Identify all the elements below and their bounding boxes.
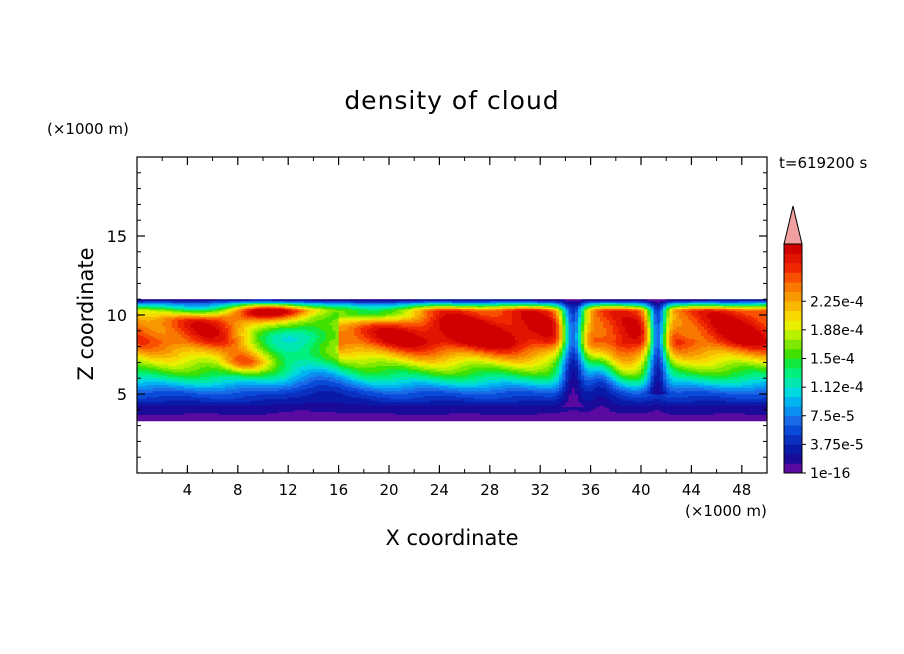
colorbar-swatch (784, 291, 802, 302)
colorbar-swatch (784, 444, 802, 455)
colorbar-swatch (784, 396, 802, 407)
y-tick-label: 5 (117, 385, 127, 404)
colorbar-swatch (784, 244, 802, 254)
x-tick-label: 20 (379, 481, 398, 499)
colorbar-label: 7.5e-5 (810, 409, 855, 425)
colorbar-swatch (784, 310, 802, 321)
colorbar-swatch (784, 282, 802, 293)
colorbar-swatch (784, 368, 802, 378)
colorbar-label: 3.75e-5 (810, 437, 864, 453)
colorbar-swatch (784, 329, 802, 340)
x-tick-label: 24 (430, 481, 449, 499)
y-tick-label: 15 (107, 227, 127, 246)
colorbar-label: 2.25e-4 (810, 294, 864, 310)
colorbar-swatch (784, 377, 802, 388)
colorbar-extend-arrow (783, 205, 803, 245)
colorbar-label: 1.12e-4 (810, 380, 864, 396)
colorbar-swatch (784, 348, 802, 359)
colorbar-swatch (784, 272, 802, 283)
colorbar-swatch (784, 415, 802, 426)
colorbar-swatch (784, 320, 802, 331)
time-label: t=619200 s (779, 154, 868, 172)
x-tick-label: 32 (531, 481, 550, 499)
x-tick-label: 36 (581, 481, 600, 499)
colorbar-swatch (784, 253, 802, 264)
y-axis-ticks: 5 10 15 (107, 172, 767, 458)
colorbar-swatch (784, 434, 802, 445)
x-axis-label-text: X coordinate (385, 526, 519, 550)
colorbar-swatch (784, 406, 802, 417)
x-tick-label: 8 (233, 481, 243, 499)
x-tick-label: 28 (480, 481, 499, 499)
colorbar-swatch (784, 387, 802, 397)
colorbar-swatch (784, 453, 802, 464)
cloud-density-field (137, 299, 767, 422)
x-tick-label: 4 (183, 481, 193, 499)
colorbar-label: 1.88e-4 (810, 323, 864, 339)
y-axis-label: Z coordinate (74, 247, 98, 381)
x-axis-label: X coordinate (0, 526, 904, 550)
y-axis-unit: (×1000 m) (47, 120, 129, 138)
colorbar-swatch (784, 263, 802, 273)
x-tick-label: 44 (682, 481, 701, 499)
x-tick-label: 48 (732, 481, 751, 499)
colorbar-swatch (784, 425, 802, 436)
x-axis-unit: (×1000 m) (685, 502, 767, 520)
colorbar-swatch (784, 463, 802, 474)
colorbar-label: 1e-16 (810, 466, 850, 482)
colorbar-swatch (784, 301, 802, 312)
colorbar-swatch (784, 339, 802, 350)
y-tick-label: 10 (107, 306, 127, 325)
x-tick-label: 12 (279, 481, 298, 499)
chart-title: density of cloud (344, 86, 560, 115)
colorbar-swatch (784, 358, 802, 369)
colorbar: 1e-16 3.75e-5 7.5e-5 1.12e-4 1.5e-4 1.88e-4 2.… (783, 205, 864, 482)
colorbar-label: 1.5e-4 (810, 352, 855, 368)
x-axis-ticks: 4 8 12 16 20 24 28 32 36 40 44 48 (161, 157, 751, 499)
x-tick-label: 40 (631, 481, 650, 499)
x-tick-label: 16 (329, 481, 348, 499)
